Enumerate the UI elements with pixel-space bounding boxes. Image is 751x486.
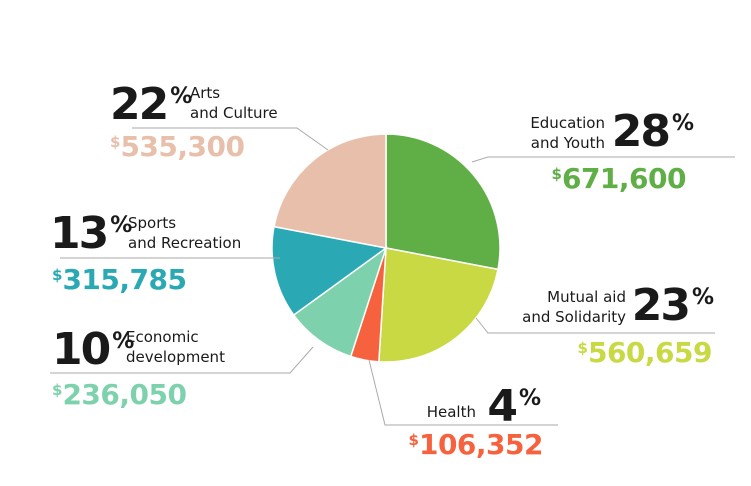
slice-category-label: Arts [190,84,220,102]
slice-percent: 4% [487,381,541,432]
slice-percent: 28% [612,106,694,157]
slice-percent-symbol: % [110,213,132,238]
slice-category-label: Sports [128,214,176,232]
pie-slice [271,225,388,317]
slice-amount: $560,659 [578,336,712,369]
slice-amount: $535,300 [110,130,244,163]
slice-category-label: and Culture [190,104,278,122]
slice-percent-symbol: % [672,111,694,136]
pie-slice [378,247,499,363]
slice-amount: $671,600 [552,162,686,195]
leader-lines [50,127,735,426]
slice-amount-value: 315,785 [62,263,186,296]
leader-line [471,156,735,163]
slice-amount-currency: $ [110,133,120,151]
leader-line [475,317,715,334]
slice-percent-symbol: % [170,84,192,109]
slice-amount: $106,352 [409,428,543,461]
slice-amount-currency: $ [409,431,419,449]
slice-category-label: Health [427,403,476,421]
slice-amount-value: 236,050 [62,378,186,411]
slice-amount-currency: $ [578,339,588,357]
slice-percent-value: 23 [632,280,689,331]
slice-percent-value: 28 [612,106,669,157]
slice-category-label: Education [530,114,605,132]
slice-category-label: Mutual aid [547,288,626,306]
slice-category-label: and Youth [531,134,605,152]
leader-line [132,127,329,151]
pie-slices [271,133,501,363]
slice-amount-currency: $ [52,266,62,284]
slice-percent-value: 10 [52,324,110,375]
slice-percent-value: 22 [110,79,167,130]
slice-amount-value: 560,659 [588,336,712,369]
leader-line [368,359,558,426]
slice-percent: 13% [50,208,132,259]
leader-line [50,346,314,374]
slice-percent-symbol: % [519,386,541,411]
slice-amount: $315,785 [52,263,186,296]
slice-percent-symbol: % [692,285,714,310]
slice-amount-currency: $ [552,165,562,183]
slice-category-label: and Solidarity [522,308,626,326]
pie-slice [292,246,388,358]
slice-category-label: Economic [126,328,199,346]
slice-amount-value: 535,300 [120,130,244,163]
pie-slice [273,133,387,249]
slice-category-label: and Recreation [128,234,241,252]
slice-percent-symbol: % [112,329,134,354]
slice-amount-value: 671,600 [562,162,686,195]
slice-amount: $236,050 [52,378,186,411]
slice-category-label: development [126,348,225,366]
slice-percent: 10% [52,324,134,375]
slice-percent: 22% [110,79,192,130]
slice-percent-value: 13 [50,208,107,259]
pie-slice [385,133,501,271]
slice-percent: 23% [632,280,714,331]
slice-percent-value: 4 [487,381,516,432]
slice-amount-currency: $ [52,381,62,399]
slice-amount-value: 106,352 [419,428,543,461]
slice-labels: 28 % Education and Youth $671,600 23 % Mutual a… [50,79,714,461]
